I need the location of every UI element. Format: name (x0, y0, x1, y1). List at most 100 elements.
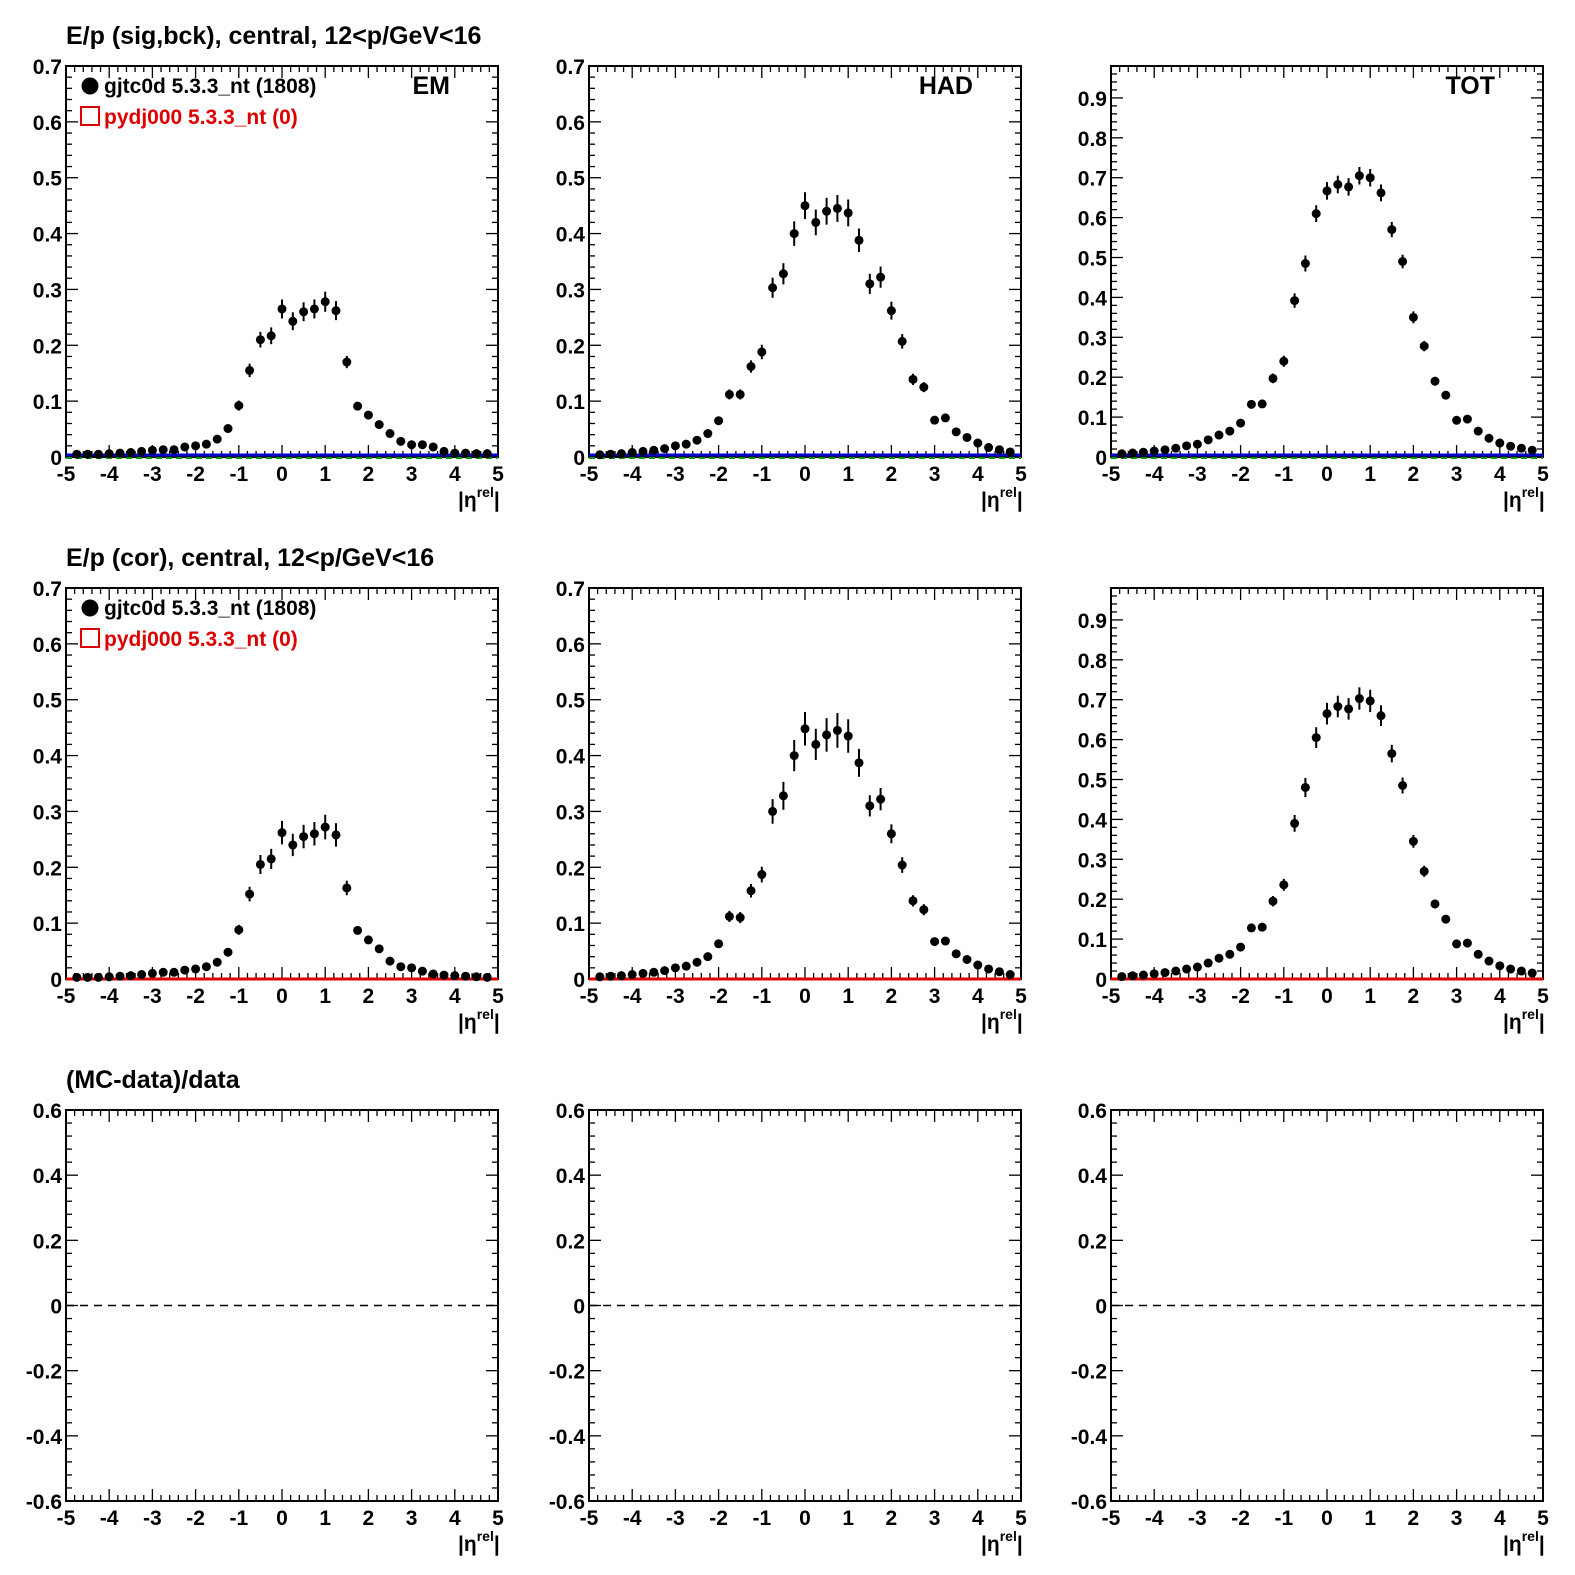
legend-mc-marker (80, 106, 100, 126)
data-point (1344, 182, 1354, 192)
x-tick-label: -2 (1231, 1507, 1250, 1530)
x-tick-label: 3 (1451, 463, 1463, 486)
x-tick-label: 1 (842, 463, 854, 486)
data-point (595, 450, 605, 460)
x-tick-label: 3 (406, 1507, 418, 1530)
data-point (1300, 782, 1310, 792)
data-point (951, 427, 961, 437)
data-point (778, 269, 788, 279)
data-point (1441, 914, 1451, 924)
x-tick-label: -3 (666, 1507, 685, 1530)
data-point (1236, 942, 1246, 952)
data-point (1387, 225, 1397, 235)
data-point (735, 913, 745, 923)
y-tick-label: 0.3 (1078, 849, 1107, 872)
data-point (374, 420, 384, 430)
x-tick-label: 4 (1494, 463, 1506, 486)
x-tick-label: 2 (363, 985, 375, 1008)
x-tick-label: -1 (752, 985, 771, 1008)
y-tick-label: 0.2 (556, 1230, 585, 1253)
data-point (1182, 964, 1192, 974)
y-tick-label: 0.5 (1078, 248, 1108, 271)
data-point (115, 971, 125, 981)
data-point (299, 307, 309, 317)
y-tick-label: 0.6 (1078, 1100, 1107, 1123)
data-point (137, 970, 147, 980)
data-point (191, 441, 201, 451)
data-point (428, 442, 438, 452)
data-point (768, 283, 778, 293)
data-point (1171, 966, 1181, 976)
x-axis-label: |ηrel| (1503, 1528, 1545, 1556)
y-tick-label: 0.2 (1078, 889, 1107, 912)
data-point (1408, 312, 1418, 322)
y-tick-label: -0.6 (26, 1491, 62, 1514)
y-tick-label: 0.3 (33, 801, 62, 824)
data-point (180, 442, 190, 452)
data-point (1452, 415, 1462, 425)
y-tick-label: -0.2 (1071, 1361, 1107, 1384)
y-tick-label: 0.6 (1078, 730, 1107, 753)
data-point (811, 739, 821, 749)
x-tick-label: -1 (229, 985, 248, 1008)
legend-data-label: gjtc0d 5.3.3_nt (1808) (104, 75, 316, 98)
panel-1-1: -5 -4 -3 -2 -1 0 1 2 3 4 5 0 0.1 0.2 0.3 0.4 0.5 0.6 0.7 |η… (556, 578, 1027, 1034)
data-point (724, 911, 734, 921)
data-point (1300, 258, 1310, 268)
data-point (649, 967, 659, 977)
data-point (919, 905, 929, 915)
data-point (277, 304, 287, 314)
data-point (778, 791, 788, 801)
y-tick-label: 0 (50, 969, 62, 992)
data-point (407, 440, 417, 450)
y-tick-label: 0.7 (1078, 168, 1107, 191)
data-point (1398, 780, 1408, 790)
data-point (450, 448, 460, 458)
data-point (439, 970, 449, 980)
data-point (1268, 373, 1278, 383)
data-point (616, 971, 626, 981)
data-point (800, 201, 810, 211)
x-tick-label: -2 (1231, 985, 1250, 1008)
data-point (994, 967, 1004, 977)
data-point (692, 957, 702, 967)
data-point (854, 758, 864, 768)
data-point (930, 937, 940, 947)
data-point (1246, 923, 1256, 933)
x-axis-label: |ηrel| (981, 484, 1023, 512)
data-point (72, 972, 82, 982)
plot-frame (588, 587, 1022, 980)
legend-mc-label: pydj000 5.3.3_nt (0) (104, 628, 298, 651)
x-tick-label: 5 (492, 985, 504, 1008)
data-point (147, 968, 157, 978)
data-point (1452, 939, 1462, 949)
data-point (962, 432, 972, 442)
x-tick-label: -2 (186, 463, 205, 486)
x-tick-label: -5 (1102, 463, 1121, 486)
x-tick-label: -2 (709, 985, 728, 1008)
data-point (1473, 949, 1483, 959)
y-tick-label: 0.5 (556, 690, 586, 713)
data-point (1257, 922, 1267, 932)
y-tick-label: 0.2 (1078, 367, 1107, 390)
y-tick-label: 0.2 (1078, 1230, 1107, 1253)
data-point (703, 429, 713, 439)
data-point (223, 947, 233, 957)
data-point (670, 441, 680, 451)
y-tick-label: -0.4 (26, 1426, 63, 1449)
legend-data-marker (81, 77, 99, 95)
y-tick-label: -0.4 (1071, 1426, 1108, 1449)
data-point (417, 966, 427, 976)
data-point (363, 410, 373, 420)
data-point (908, 896, 918, 906)
data-point (1257, 399, 1267, 409)
data-point (1376, 188, 1386, 198)
x-tick-label: -1 (229, 463, 248, 486)
row-title-3: (MC-data)/data (66, 1066, 241, 1094)
panel-1-2: -5 -4 -3 -2 -1 0 1 2 3 4 5 0 0.1 0.2 0.3 0.4 0.5 0.6 0.7 0.… (1078, 587, 1549, 1034)
data-point (1516, 966, 1526, 976)
legend-mc-marker (80, 628, 100, 648)
data-point (1214, 953, 1224, 963)
data-point (724, 389, 734, 399)
x-tick-label: 1 (842, 1507, 854, 1530)
